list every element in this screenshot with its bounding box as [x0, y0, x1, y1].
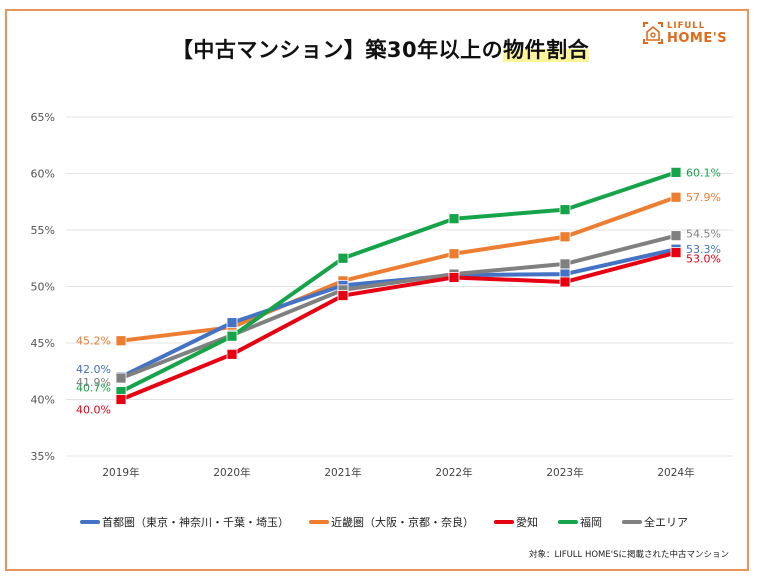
title-prefix: 【中古マンション】築30年以上の	[171, 38, 504, 62]
series-3	[115, 166, 682, 397]
data-point	[226, 317, 238, 329]
x-axis-ticks: 2019年 2020年 2021年 2022年 2023年 2024年	[102, 466, 694, 479]
legend: 首都圏（東京・神奈川・千葉・埼玉） 近畿圏（大阪・京都・奈良） 愛知 福岡 全エリア	[80, 514, 708, 530]
legend-swatch	[494, 520, 514, 524]
x-tick-label: 2021年	[324, 466, 361, 479]
gridlines	[66, 116, 733, 457]
data-point	[448, 272, 460, 283]
data-point	[559, 276, 571, 288]
data-label: 53.3%	[686, 243, 721, 256]
footnote: 対象：LIFULL HOME'Sに掲載された中古マンション	[528, 550, 729, 560]
data-label: 40.7%	[76, 382, 111, 395]
series-line	[120, 195, 677, 343]
data-point	[670, 191, 682, 203]
series-4	[115, 230, 682, 384]
y-axis-ticks: 35% 40% 45% 50% 55% 60% 65%	[31, 111, 55, 463]
legend-label: 全エリア	[644, 516, 688, 529]
series-line	[120, 170, 677, 394]
data-label: 57.9%	[686, 191, 721, 204]
x-tick-label: 2022年	[435, 466, 472, 479]
legend-label: 愛知	[516, 516, 538, 529]
legend-item: 近畿圏（大阪・京都・奈良）	[309, 514, 474, 530]
data-point	[115, 372, 127, 384]
series-line	[120, 250, 677, 402]
data-label: 40.0%	[76, 404, 111, 417]
house-icon	[643, 22, 663, 44]
data-point	[226, 330, 238, 342]
series-0	[115, 243, 682, 383]
legend-swatch	[309, 520, 329, 524]
legend-label: 近畿圏（大阪・京都・奈良）	[331, 516, 474, 529]
legend-swatch	[80, 520, 100, 524]
lifull-homes-logo: LIFULL HOME'S	[643, 20, 743, 48]
data-label: 42.0%	[76, 363, 111, 376]
legend-swatch	[558, 520, 578, 524]
data-point	[670, 166, 682, 178]
data-label: 41.9%	[76, 376, 111, 389]
y-tick-label: 60%	[31, 168, 55, 181]
y-tick-label: 40%	[31, 394, 55, 407]
legend-item: 愛知	[494, 514, 538, 530]
data-label: 45.2%	[76, 335, 111, 348]
data-point	[559, 258, 571, 270]
data-label: 53.0%	[686, 253, 721, 266]
data-point	[448, 213, 460, 225]
logo-line1: LIFULL	[667, 21, 706, 31]
data-label: 54.5%	[686, 228, 721, 241]
x-tick-label: 2023年	[546, 466, 583, 479]
data-point	[115, 335, 127, 347]
data-point	[226, 348, 238, 360]
legend-item: 首都圏（東京・神奈川・千葉・埼玉）	[80, 514, 289, 530]
series-2	[115, 247, 682, 405]
x-tick-label: 2024年	[657, 466, 694, 479]
title-highlight: 物件割合	[503, 38, 590, 62]
data-point	[670, 247, 682, 259]
data-point	[337, 290, 349, 301]
chart-title: 【中古マンション】築30年以上の物件割合	[0, 34, 761, 64]
data-point	[448, 248, 460, 260]
legend-item: 全エリア	[622, 514, 688, 530]
y-tick-label: 35%	[31, 450, 55, 463]
x-tick-label: 2019年	[102, 466, 139, 479]
series-group	[115, 166, 682, 405]
legend-item: 福岡	[558, 514, 602, 530]
y-tick-label: 55%	[31, 224, 55, 237]
data-point	[559, 231, 571, 243]
legend-swatch	[622, 520, 642, 524]
data-point	[559, 204, 571, 216]
logo-line2: HOME'S	[667, 31, 728, 46]
y-tick-label: 50%	[31, 281, 55, 294]
legend-label: 首都圏（東京・神奈川・千葉・埼玉）	[102, 516, 289, 529]
data-label: 60.1%	[686, 166, 721, 179]
y-tick-label: 45%	[31, 337, 55, 350]
data-point	[337, 252, 349, 264]
x-tick-label: 2020年	[213, 466, 250, 479]
y-tick-label: 65%	[31, 111, 55, 124]
data-labels: 42.0% 53.3% 45.2% 57.9% 40.0% 53.0% 40.7% 60.1%…	[76, 166, 721, 416]
data-point	[115, 394, 127, 405]
legend-label: 福岡	[580, 516, 602, 529]
data-point	[670, 230, 682, 242]
series-line	[120, 233, 677, 380]
